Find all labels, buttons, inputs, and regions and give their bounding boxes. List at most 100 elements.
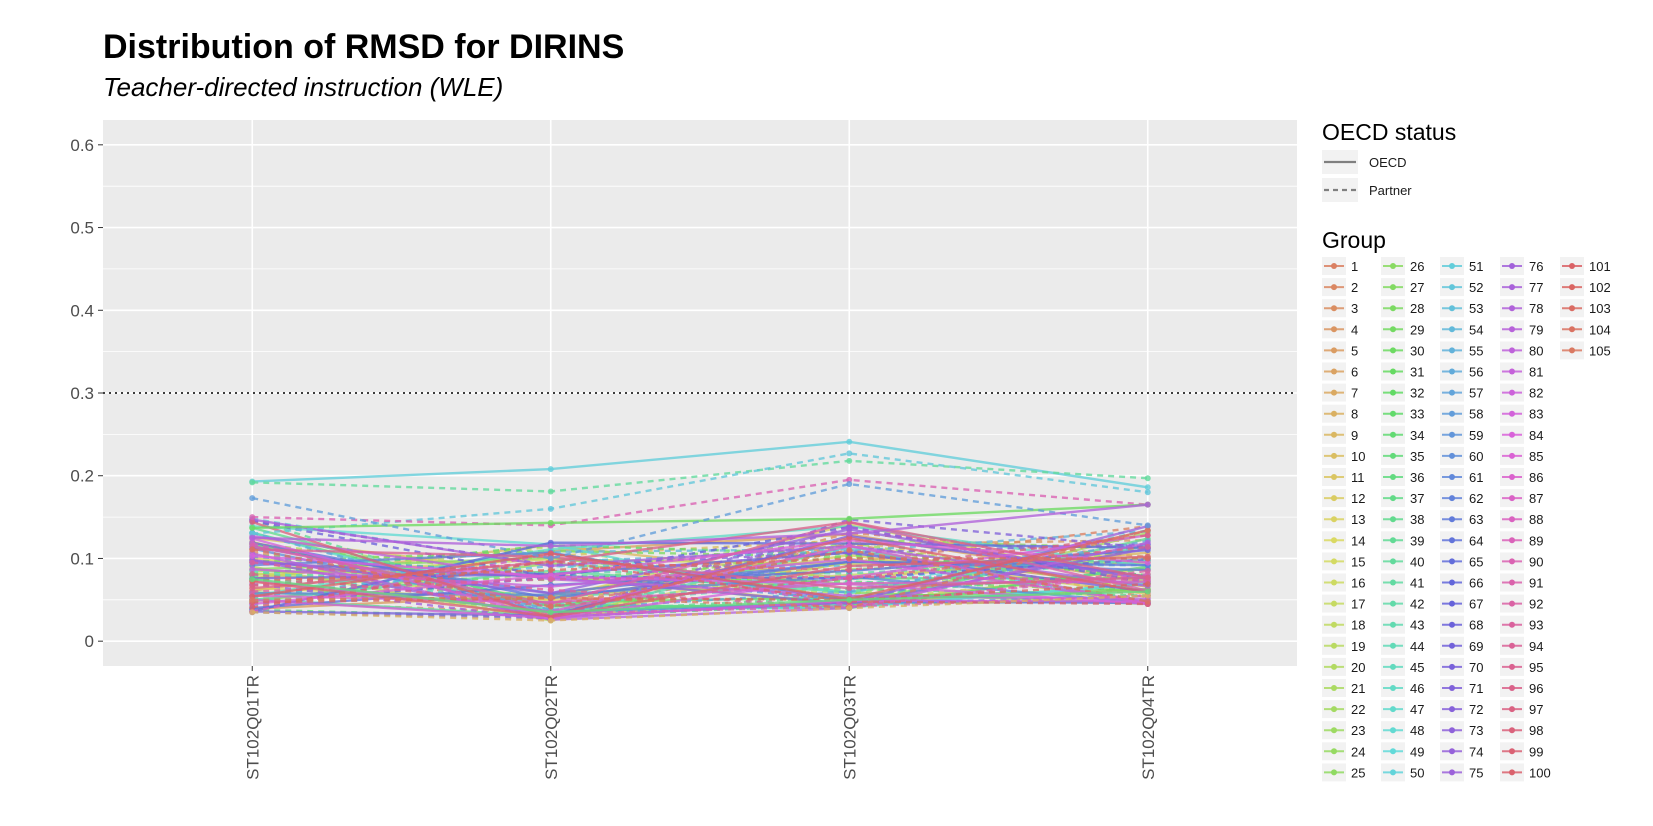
legend-label: 94 <box>1529 639 1543 654</box>
legend-swatch-point <box>1449 305 1455 312</box>
legend-label: 53 <box>1469 301 1483 316</box>
series-line <box>252 539 1148 606</box>
legend-swatch-point <box>1331 284 1337 291</box>
legend-label: 3 <box>1351 301 1358 316</box>
series-line <box>252 559 1148 609</box>
series-36 <box>249 576 1151 616</box>
legend-swatch-point <box>1449 347 1455 354</box>
legend-swatch-point <box>1331 368 1337 375</box>
data-point <box>846 596 853 603</box>
data-point <box>249 596 256 603</box>
legend-swatch-point <box>1509 537 1515 544</box>
data-point <box>1144 598 1151 605</box>
data-point <box>846 534 853 541</box>
legend-label: 80 <box>1529 343 1543 358</box>
legend-label: 52 <box>1469 280 1483 295</box>
legend-label: 6 <box>1351 365 1358 380</box>
series-line <box>252 525 1148 606</box>
legend-label: 66 <box>1469 576 1483 591</box>
legend-swatch-point <box>1390 621 1396 628</box>
legend-label: 65 <box>1469 554 1483 569</box>
legend-swatch-point <box>1390 685 1396 691</box>
legend-label: 105 <box>1589 343 1611 358</box>
legend-swatch-point <box>1331 579 1337 586</box>
chart-subtitle: Teacher-directed instruction (WLE) <box>103 72 503 102</box>
series-line <box>252 503 1148 548</box>
series-line <box>252 538 1148 597</box>
legend-label: 93 <box>1529 618 1543 633</box>
legend-swatch-point <box>1569 305 1575 312</box>
legend-swatch-point <box>1390 642 1396 649</box>
legend-label: 91 <box>1529 576 1543 591</box>
legend-label: 10 <box>1351 449 1365 464</box>
data-point <box>846 580 853 587</box>
data-point <box>547 488 554 495</box>
legend-swatch-point <box>1390 769 1396 776</box>
legend-label: 20 <box>1351 660 1365 675</box>
data-point <box>1144 559 1151 566</box>
legend-label: 29 <box>1410 322 1424 337</box>
data-point <box>846 438 853 445</box>
legend-swatch-point <box>1509 600 1515 607</box>
legend-label: Partner <box>1369 183 1412 198</box>
group-legend-title: Group <box>1322 227 1386 253</box>
legend-label: 39 <box>1410 533 1424 548</box>
legend-swatch-point <box>1449 452 1455 459</box>
legend-label: 67 <box>1469 597 1483 612</box>
legend-label: 83 <box>1529 407 1543 422</box>
data-point <box>249 566 256 573</box>
legend-swatch-point <box>1331 431 1337 438</box>
legend-swatch-point <box>1509 495 1515 502</box>
legend-swatch-point <box>1449 326 1455 333</box>
data-point <box>846 524 853 531</box>
legend-swatch-point <box>1449 748 1455 755</box>
legend-swatch-point <box>1390 263 1396 269</box>
legend-swatch-point <box>1449 685 1455 691</box>
legend-swatch-point <box>1390 748 1396 755</box>
legend-swatch-point <box>1449 663 1455 670</box>
data-point <box>547 617 554 624</box>
data-point <box>1144 532 1151 539</box>
legend-swatch-point <box>1449 706 1455 713</box>
linetype-legend: OECD Partner <box>1322 150 1412 202</box>
legend-swatch-point <box>1509 579 1515 586</box>
data-point <box>1144 539 1151 546</box>
legend-label: 18 <box>1351 618 1365 633</box>
legend-label: 86 <box>1529 470 1543 485</box>
y-axis: 0 0.1 0.2 0.3 0.4 0.5 0.6 <box>70 136 103 651</box>
legend-swatch-point <box>1569 326 1575 333</box>
data-point <box>547 576 554 583</box>
legend-swatch-point <box>1569 263 1575 269</box>
legend-swatch-point <box>1449 579 1455 586</box>
legend-label: 82 <box>1529 386 1543 401</box>
legend-swatch-point <box>1390 284 1396 291</box>
series-line <box>252 529 1149 601</box>
legend-label: 33 <box>1410 407 1424 422</box>
legend-label: 87 <box>1529 491 1543 506</box>
legend-swatch-point <box>1390 579 1396 586</box>
legend-label: 44 <box>1410 639 1424 654</box>
data-point <box>547 519 554 526</box>
series-line <box>252 561 1148 609</box>
legend-label: 56 <box>1469 365 1483 380</box>
legend-swatch-point <box>1331 748 1337 755</box>
legend-swatch-point <box>1390 663 1396 670</box>
legend-label: 26 <box>1410 259 1424 274</box>
y-tick-label: 0.2 <box>70 467 94 486</box>
legend-label: 84 <box>1529 428 1543 443</box>
series-line <box>252 534 1148 601</box>
legend-label: 23 <box>1351 723 1365 738</box>
legend-swatch-point <box>1569 347 1575 354</box>
series-line <box>252 577 1148 614</box>
data-point <box>547 567 554 574</box>
x-axis: ST102Q01TR ST102Q02TR ST102Q03TR ST102Q04TR <box>243 666 1158 780</box>
legend-label: 45 <box>1410 660 1424 675</box>
series-line <box>251 539 1148 611</box>
data-point <box>846 481 853 487</box>
legend-label: 77 <box>1529 280 1543 295</box>
legend-label: 51 <box>1469 259 1483 274</box>
legend-swatch-point <box>1449 410 1455 417</box>
legend-swatch-point <box>1331 516 1337 523</box>
series-line <box>251 520 1148 619</box>
